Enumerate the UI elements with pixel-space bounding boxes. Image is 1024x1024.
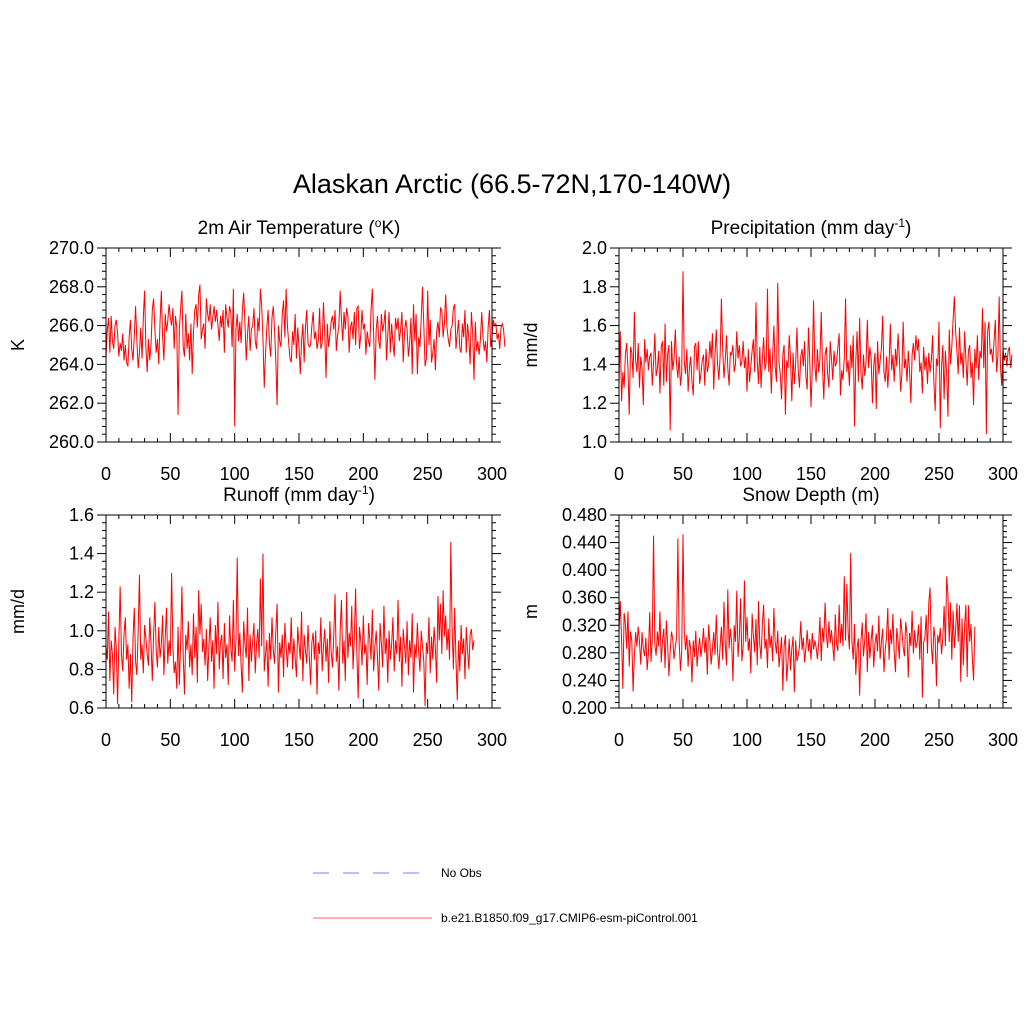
y-tick-label: 0.6 [69, 698, 94, 718]
y-tick-label: 270.0 [49, 238, 94, 258]
y-tick-label: 1.0 [69, 621, 94, 641]
x-tick-label: 150 [284, 464, 314, 484]
x-tick-label: 300 [988, 730, 1018, 750]
y-tick-label: 0.200 [562, 698, 607, 718]
y-tick-label: 0.480 [562, 505, 607, 525]
y-tick-label: 1.6 [582, 316, 607, 336]
panel-title-text-end: ) [905, 218, 911, 239]
x-tick-label: 150 [796, 730, 826, 750]
panel-title-text: Precipitation (mm day [711, 218, 895, 239]
x-tick-label: 200 [860, 464, 890, 484]
legend-no-obs-label: No Obs [441, 866, 482, 880]
x-tick-label: 250 [413, 464, 443, 484]
x-tick-label: 250 [413, 730, 443, 750]
y-tick-label: 0.8 [69, 659, 94, 679]
x-tick-label: 100 [732, 730, 762, 750]
x-tick-label: 100 [220, 730, 250, 750]
x-tick-label: 100 [732, 464, 762, 484]
y-tick-label: 1.4 [69, 544, 94, 564]
x-tick-label: 150 [796, 464, 826, 484]
panel-title: Runoff (mm day-1) [223, 483, 375, 506]
x-tick-label: 300 [477, 464, 507, 484]
y-axis-label: mm/d [8, 589, 28, 634]
panel-title-superscript: o [375, 216, 382, 230]
panel-runoff: Runoff (mm day-1) mm/d 0 50 100 150 200 250 300 0… [8, 483, 507, 750]
y-tick-label: 0.440 [562, 533, 607, 553]
y-tick-label: 268.0 [49, 277, 94, 297]
y-tick-label: 0.400 [562, 560, 607, 580]
x-tick-label: 50 [160, 730, 180, 750]
y-tick-label: 0.320 [562, 615, 607, 635]
series-line [618, 534, 976, 698]
x-tick-label: 250 [924, 730, 954, 750]
x-tick-label: 50 [673, 730, 693, 750]
panel-title: Precipitation (mm day-1) [711, 216, 912, 239]
y-axis-label: mm/d [521, 323, 541, 368]
y-tick-label: 0.360 [562, 588, 607, 608]
series-line [105, 542, 475, 707]
panel-title-superscript: -1 [894, 216, 905, 230]
y-tick-label: 1.2 [582, 393, 607, 413]
panel-snow-depth: Snow Depth (m) m 0 50 100 150 200 250 300 0.200 0.… [521, 485, 1018, 750]
panel-title: Snow Depth (m) [742, 485, 879, 506]
y-tick-label: 2.0 [582, 238, 607, 258]
panel-title: 2m Air Temperature (oK) [198, 216, 401, 239]
panel-title-text-end: ) [369, 485, 375, 506]
y-tick-label: 1.4 [582, 354, 607, 374]
x-tick-label: 200 [348, 730, 378, 750]
y-axis-label: m [521, 604, 541, 619]
panel-precipitation: Precipitation (mm day-1) mm/d 0 50 100 150 200… [521, 216, 1018, 484]
y-tick-label: 1.0 [582, 432, 607, 452]
x-tick-label: 0 [614, 730, 624, 750]
x-tick-label: 50 [673, 464, 693, 484]
y-tick-label: 260.0 [49, 432, 94, 452]
y-tick-label: 266.0 [49, 316, 94, 336]
y-tick-label: 1.8 [582, 277, 607, 297]
legend-model-label: b.e21.B1850.f09_g17.CMIP6-esm-piControl.… [441, 911, 698, 925]
y-tick-label: 0.240 [562, 670, 607, 690]
panel-title-superscript: -1 [358, 483, 369, 497]
x-tick-label: 300 [477, 730, 507, 750]
x-tick-label: 200 [860, 730, 890, 750]
y-tick-label: 1.2 [69, 582, 94, 602]
x-tick-label: 200 [348, 464, 378, 484]
y-tick-label: 264.0 [49, 354, 94, 374]
y-tick-label: 262.0 [49, 393, 94, 413]
x-tick-label: 300 [988, 464, 1018, 484]
panel-title-text: 2m Air Temperature ( [198, 218, 376, 239]
legend: No Obs b.e21.B1850.f09_g17.CMIP6-esm-piC… [313, 866, 698, 925]
x-tick-label: 150 [284, 730, 314, 750]
y-tick-label: 0.280 [562, 643, 607, 663]
panel-title-text-end: K) [381, 218, 400, 239]
x-tick-label: 0 [101, 730, 111, 750]
y-axis-label: K [8, 339, 28, 351]
plot-frame [105, 514, 493, 709]
y-tick-label: 1.6 [69, 505, 94, 525]
x-tick-label: 50 [160, 464, 180, 484]
x-tick-label: 100 [220, 464, 250, 484]
x-tick-label: 0 [101, 464, 111, 484]
x-tick-label: 0 [614, 464, 624, 484]
series-line [105, 284, 506, 427]
series-line [618, 271, 1013, 435]
x-tick-label: 250 [924, 464, 954, 484]
panel-air-temperature: 2m Air Temperature (oK) K 0 50 100 150 200 250 3… [8, 216, 507, 484]
figure-title: Alaskan Arctic (66.5-72N,170-140W) [293, 169, 731, 199]
panel-title-text: Runoff (mm day [223, 485, 358, 506]
panel-title-text: Snow Depth (m) [742, 485, 879, 506]
plot-frame [618, 247, 1004, 443]
